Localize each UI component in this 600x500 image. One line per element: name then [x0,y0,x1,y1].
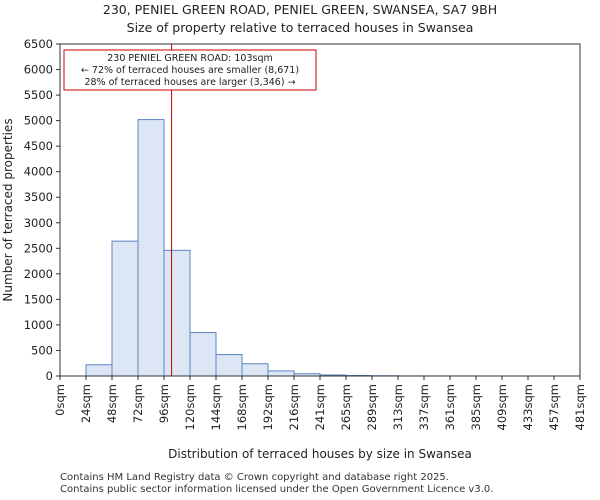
x-tick-label: 48sqm [105,384,119,423]
x-tick-label: 72sqm [131,384,145,423]
y-tick-label: 5000 [24,114,53,128]
x-tick-label: 289sqm [365,384,379,430]
y-tick-label: 2500 [24,241,53,255]
x-tick-label: 24sqm [79,384,93,423]
y-tick-label: 1000 [24,318,53,332]
histogram-bar [267,370,295,377]
y-tick-label: 500 [31,343,53,357]
y-tick-label: 4000 [24,165,53,179]
histogram-chart: 0 500 1000 1500 2000 2500 3000 3500 4000 4500 5000… [1,37,587,461]
chart-subtitle: Size of property relative to terraced ho… [126,20,474,35]
x-tick-label: 241sqm [313,384,327,430]
histogram-bar [241,363,269,377]
histogram-bar [111,240,139,377]
plot-frame [59,43,581,377]
x-tick-label: 168sqm [235,384,249,430]
y-tick-label: 0 [46,369,53,383]
x-tick-label: 120sqm [183,384,197,430]
annotation-box: 230 PENIEL GREEN ROAD: 103sqm ← 72% of t… [63,49,317,91]
y-tick-label: 6000 [24,63,53,77]
y-tick-label: 4500 [24,139,53,153]
y-tick-label: 2000 [24,267,53,281]
x-tick-label: 192sqm [261,384,275,430]
x-axis-ticks: 0sqm 24sqm 48sqm 72sqm 96sqm 120sqm 144sqm 168s… [53,376,587,430]
bars [85,119,477,377]
x-tick-label: 216sqm [287,384,301,430]
x-tick-label: 96sqm [157,384,171,423]
x-tick-label: 409sqm [495,384,509,430]
x-tick-label: 481sqm [573,384,587,430]
y-tick-label: 1500 [24,292,53,306]
x-tick-label: 433sqm [521,384,535,430]
histogram-bar [163,249,191,377]
y-tick-label: 3000 [24,216,53,230]
x-tick-label: 385sqm [469,384,483,430]
histogram-bar [85,364,113,377]
annotation-line-3: 28% of terraced houses are larger (3,346… [84,77,295,88]
y-tick-label: 6500 [24,37,53,51]
x-tick-label: 361sqm [443,384,457,430]
histogram-bar [137,119,165,377]
footer-line-2: Contains public sector information licen… [60,484,494,495]
footer-line-1: Contains HM Land Registry data © Crown c… [60,472,449,483]
y-axis-ticks: 0 500 1000 1500 2000 2500 3000 3500 4000 4500 5000… [24,37,60,383]
x-tick-label: 457sqm [547,384,561,430]
y-tick-label: 5500 [24,88,53,102]
annotation-line-1: 230 PENIEL GREEN ROAD: 103sqm [107,53,273,64]
histogram-bar [189,332,217,377]
x-tick-label: 0sqm [53,384,67,416]
x-axis-label: Distribution of terraced houses by size … [168,447,472,461]
histogram-bar [215,354,243,377]
y-axis-label: Number of terraced properties [1,118,15,301]
x-tick-label: 265sqm [339,384,353,430]
chart-title: 230, PENIEL GREEN ROAD, PENIEL GREEN, SW… [102,2,498,17]
x-tick-label: 144sqm [209,384,223,430]
annotation-line-2: ← 72% of terraced houses are smaller (8,… [81,65,299,76]
y-tick-label: 3500 [24,190,53,204]
x-tick-label: 313sqm [391,384,405,430]
x-tick-label: 337sqm [417,384,431,430]
